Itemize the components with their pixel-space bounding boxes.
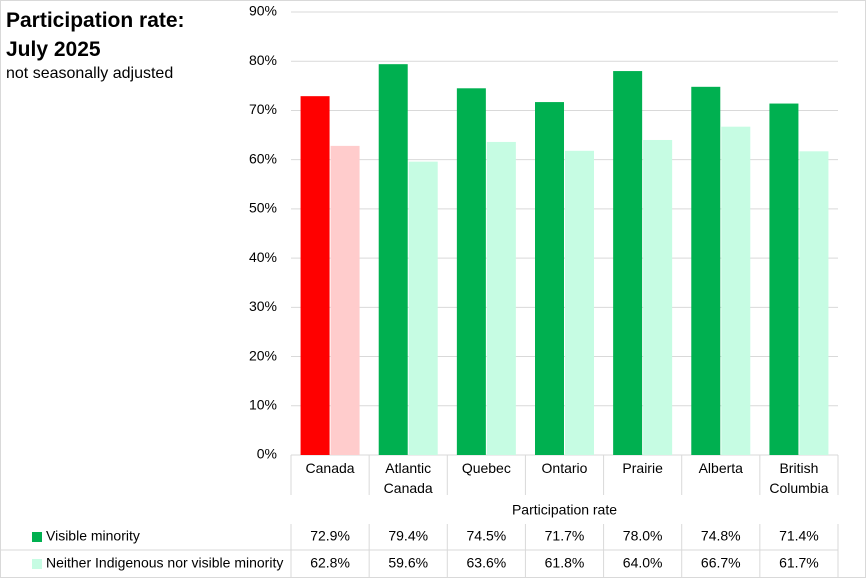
table-value: 72.9% xyxy=(310,528,350,544)
table-value: 59.6% xyxy=(388,555,428,571)
table-value: 64.0% xyxy=(623,555,663,571)
table-value: 74.5% xyxy=(467,528,507,544)
y-tick-label: 0% xyxy=(257,446,277,462)
table-value: 62.8% xyxy=(310,555,350,571)
x-tick-label: Prairie xyxy=(622,460,663,476)
y-tick-label: 30% xyxy=(249,298,277,314)
y-tick-label: 40% xyxy=(249,249,277,265)
y-tick-label: 90% xyxy=(249,3,277,19)
x-tick-label: Atlantic Canada xyxy=(383,460,433,496)
bar xyxy=(456,88,486,456)
x-axis-label: Participation rate xyxy=(512,502,617,518)
table-value: 61.7% xyxy=(779,555,819,571)
x-tick-label: Ontario xyxy=(541,460,588,476)
bar xyxy=(769,103,799,455)
table-value: 63.6% xyxy=(467,555,507,571)
x-tick-label: Alberta xyxy=(698,460,743,476)
legend-swatch xyxy=(32,559,42,569)
chart-title: Participation rate: July 2025 xyxy=(6,9,185,61)
table-value: 71.4% xyxy=(779,528,819,544)
bar xyxy=(721,126,751,455)
bar xyxy=(799,151,829,455)
table-value: 78.0% xyxy=(623,528,663,544)
bar xyxy=(691,86,721,455)
y-tick-label: 50% xyxy=(249,200,277,216)
table-value: 61.8% xyxy=(545,555,585,571)
bar xyxy=(613,71,643,456)
table-value: 79.4% xyxy=(388,528,428,544)
x-tick-label: British Columbia xyxy=(769,460,829,496)
bar xyxy=(300,96,330,456)
table-value: 66.7% xyxy=(701,555,741,571)
chart-subtitle: not seasonally adjusted xyxy=(6,65,174,82)
x-tick-label: Quebec xyxy=(461,460,511,476)
y-tick-label: 70% xyxy=(249,101,277,117)
bar xyxy=(330,145,360,455)
table-value: 74.8% xyxy=(701,528,741,544)
y-tick-label: 60% xyxy=(249,150,277,166)
bar xyxy=(565,150,594,455)
bar xyxy=(486,141,516,456)
y-tick-label: 10% xyxy=(249,396,277,412)
bar xyxy=(535,102,564,456)
bar xyxy=(643,139,673,455)
legend-label: Visible minority xyxy=(46,528,140,544)
bar xyxy=(408,161,438,455)
legend-label: Neither Indigenous nor visible minority xyxy=(46,555,283,571)
table-value: 71.7% xyxy=(545,528,585,544)
x-tick-label: Canada xyxy=(305,460,355,476)
bar xyxy=(378,64,408,456)
y-tick-label: 20% xyxy=(249,347,277,363)
y-tick-label: 80% xyxy=(249,52,277,68)
legend-swatch xyxy=(32,532,42,542)
